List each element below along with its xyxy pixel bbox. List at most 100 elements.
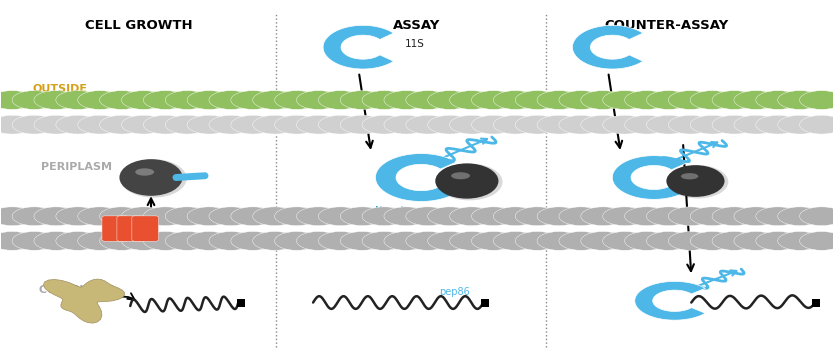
Circle shape — [209, 231, 254, 250]
Circle shape — [209, 91, 254, 109]
Circle shape — [450, 231, 494, 250]
Circle shape — [515, 115, 560, 134]
Circle shape — [34, 115, 78, 134]
Circle shape — [253, 115, 297, 134]
Circle shape — [56, 115, 100, 134]
Circle shape — [537, 207, 581, 226]
Circle shape — [580, 115, 625, 134]
Circle shape — [274, 115, 319, 134]
Bar — [811, 299, 820, 307]
Circle shape — [340, 207, 384, 226]
Circle shape — [691, 115, 735, 134]
Ellipse shape — [435, 163, 499, 199]
Circle shape — [691, 207, 735, 226]
Circle shape — [99, 91, 143, 109]
Circle shape — [56, 231, 100, 250]
Ellipse shape — [120, 159, 187, 198]
Circle shape — [668, 91, 712, 109]
Circle shape — [580, 91, 625, 109]
Text: CELL GROWTH: CELL GROWTH — [85, 19, 193, 32]
Circle shape — [603, 115, 647, 134]
Circle shape — [646, 231, 691, 250]
Circle shape — [668, 207, 712, 226]
FancyBboxPatch shape — [102, 216, 128, 241]
Circle shape — [406, 207, 450, 226]
Text: COUNTER-ASSAY: COUNTER-ASSAY — [605, 19, 728, 32]
Circle shape — [580, 231, 625, 250]
Circle shape — [0, 231, 34, 250]
Ellipse shape — [135, 168, 154, 176]
Circle shape — [603, 207, 647, 226]
Circle shape — [362, 207, 406, 226]
Circle shape — [777, 115, 822, 134]
Polygon shape — [572, 25, 643, 69]
Circle shape — [99, 207, 143, 226]
Circle shape — [362, 115, 406, 134]
Circle shape — [187, 231, 231, 250]
Circle shape — [494, 115, 538, 134]
Circle shape — [712, 231, 756, 250]
Circle shape — [78, 91, 122, 109]
Circle shape — [603, 231, 647, 250]
Circle shape — [143, 207, 188, 226]
Polygon shape — [323, 25, 394, 69]
Circle shape — [362, 91, 406, 109]
Circle shape — [34, 231, 78, 250]
Circle shape — [406, 91, 450, 109]
Circle shape — [406, 115, 450, 134]
Circle shape — [187, 115, 231, 134]
Circle shape — [122, 91, 166, 109]
Circle shape — [734, 91, 778, 109]
Circle shape — [515, 91, 560, 109]
Circle shape — [78, 115, 122, 134]
Circle shape — [756, 115, 800, 134]
Circle shape — [494, 207, 538, 226]
Circle shape — [559, 231, 603, 250]
Circle shape — [143, 115, 188, 134]
Circle shape — [122, 231, 166, 250]
Circle shape — [734, 115, 778, 134]
Circle shape — [471, 115, 515, 134]
Circle shape — [384, 231, 428, 250]
Text: pep86: pep86 — [439, 287, 470, 297]
Text: ASSAY: ASSAY — [394, 19, 440, 32]
Circle shape — [756, 91, 800, 109]
Circle shape — [668, 231, 712, 250]
Circle shape — [296, 231, 340, 250]
Circle shape — [165, 115, 209, 134]
Ellipse shape — [667, 165, 728, 198]
Bar — [481, 299, 490, 307]
Polygon shape — [43, 279, 125, 323]
Circle shape — [274, 231, 319, 250]
Circle shape — [56, 207, 100, 226]
Circle shape — [253, 207, 297, 226]
Circle shape — [559, 91, 603, 109]
Circle shape — [800, 115, 834, 134]
Circle shape — [625, 231, 669, 250]
Circle shape — [777, 91, 822, 109]
Circle shape — [319, 231, 363, 250]
Circle shape — [428, 231, 472, 250]
Circle shape — [231, 115, 275, 134]
Circle shape — [800, 231, 834, 250]
Circle shape — [12, 115, 57, 134]
Circle shape — [580, 207, 625, 226]
Circle shape — [777, 231, 822, 250]
Circle shape — [274, 207, 319, 226]
Circle shape — [296, 91, 340, 109]
Circle shape — [34, 207, 78, 226]
Circle shape — [691, 231, 735, 250]
Circle shape — [340, 115, 384, 134]
Circle shape — [34, 91, 78, 109]
Circle shape — [0, 91, 34, 109]
Circle shape — [362, 231, 406, 250]
Circle shape — [253, 231, 297, 250]
Circle shape — [428, 115, 472, 134]
Circle shape — [384, 91, 428, 109]
Circle shape — [296, 207, 340, 226]
Circle shape — [515, 207, 560, 226]
Circle shape — [209, 115, 254, 134]
Ellipse shape — [451, 172, 470, 179]
Circle shape — [537, 91, 581, 109]
Circle shape — [800, 207, 834, 226]
